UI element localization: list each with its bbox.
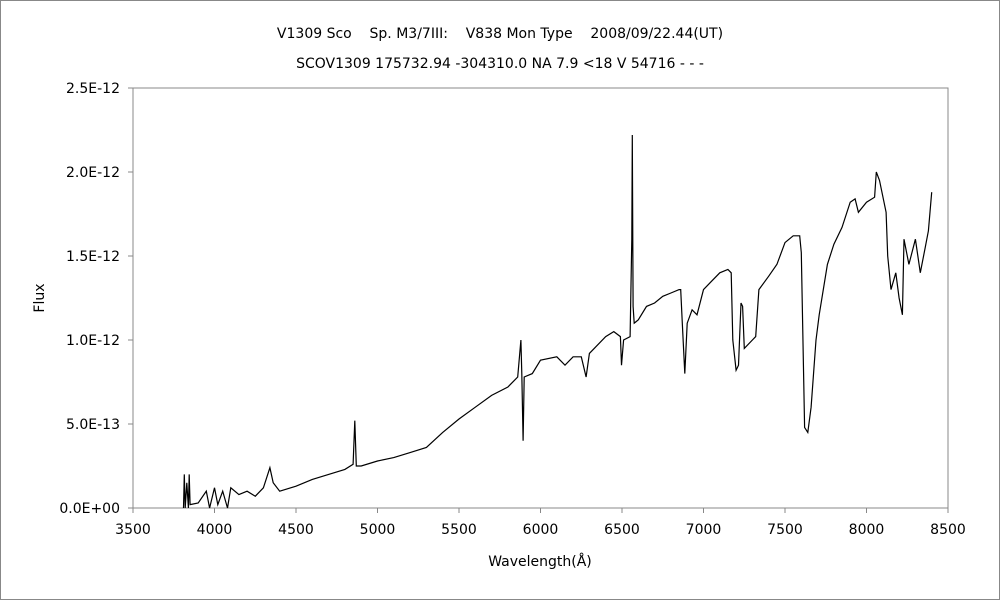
x-tick-label: 5000 [360, 522, 396, 538]
x-tick-label: 6500 [604, 522, 640, 538]
x-tick-label: 4500 [278, 522, 314, 538]
y-tick-label: 0.0E+00 [59, 501, 120, 517]
y-tick-label: 1.0E-12 [66, 333, 120, 349]
x-axis-label: Wavelength(Å) [488, 553, 592, 570]
y-tick-label: 1.5E-12 [66, 249, 120, 265]
x-tick-label: 5500 [441, 522, 477, 538]
y-tick-label: 5.0E-13 [66, 417, 120, 433]
chart-title: V1309 Sco Sp. M3/7III: V838 Mon Type 200… [276, 26, 724, 42]
y-tick-label: 2.5E-12 [66, 81, 120, 97]
x-tick-label: 7500 [767, 522, 803, 538]
x-tick-label: 6000 [523, 522, 559, 538]
x-tick-label: 3500 [115, 522, 151, 538]
x-tick-label: 8500 [930, 522, 966, 538]
y-tick-label: 2.0E-12 [66, 165, 120, 181]
chart-subtitle: SCOV1309 175732.94 -304310.0 NA 7.9 <18 … [296, 56, 704, 72]
plot-area [132, 87, 949, 509]
x-tick-label: 4000 [197, 522, 233, 538]
x-tick-label: 7000 [686, 522, 722, 538]
spectrum-line [182, 134, 933, 509]
x-tick-label: 8000 [849, 522, 885, 538]
y-axis-label: Flux [32, 283, 48, 312]
